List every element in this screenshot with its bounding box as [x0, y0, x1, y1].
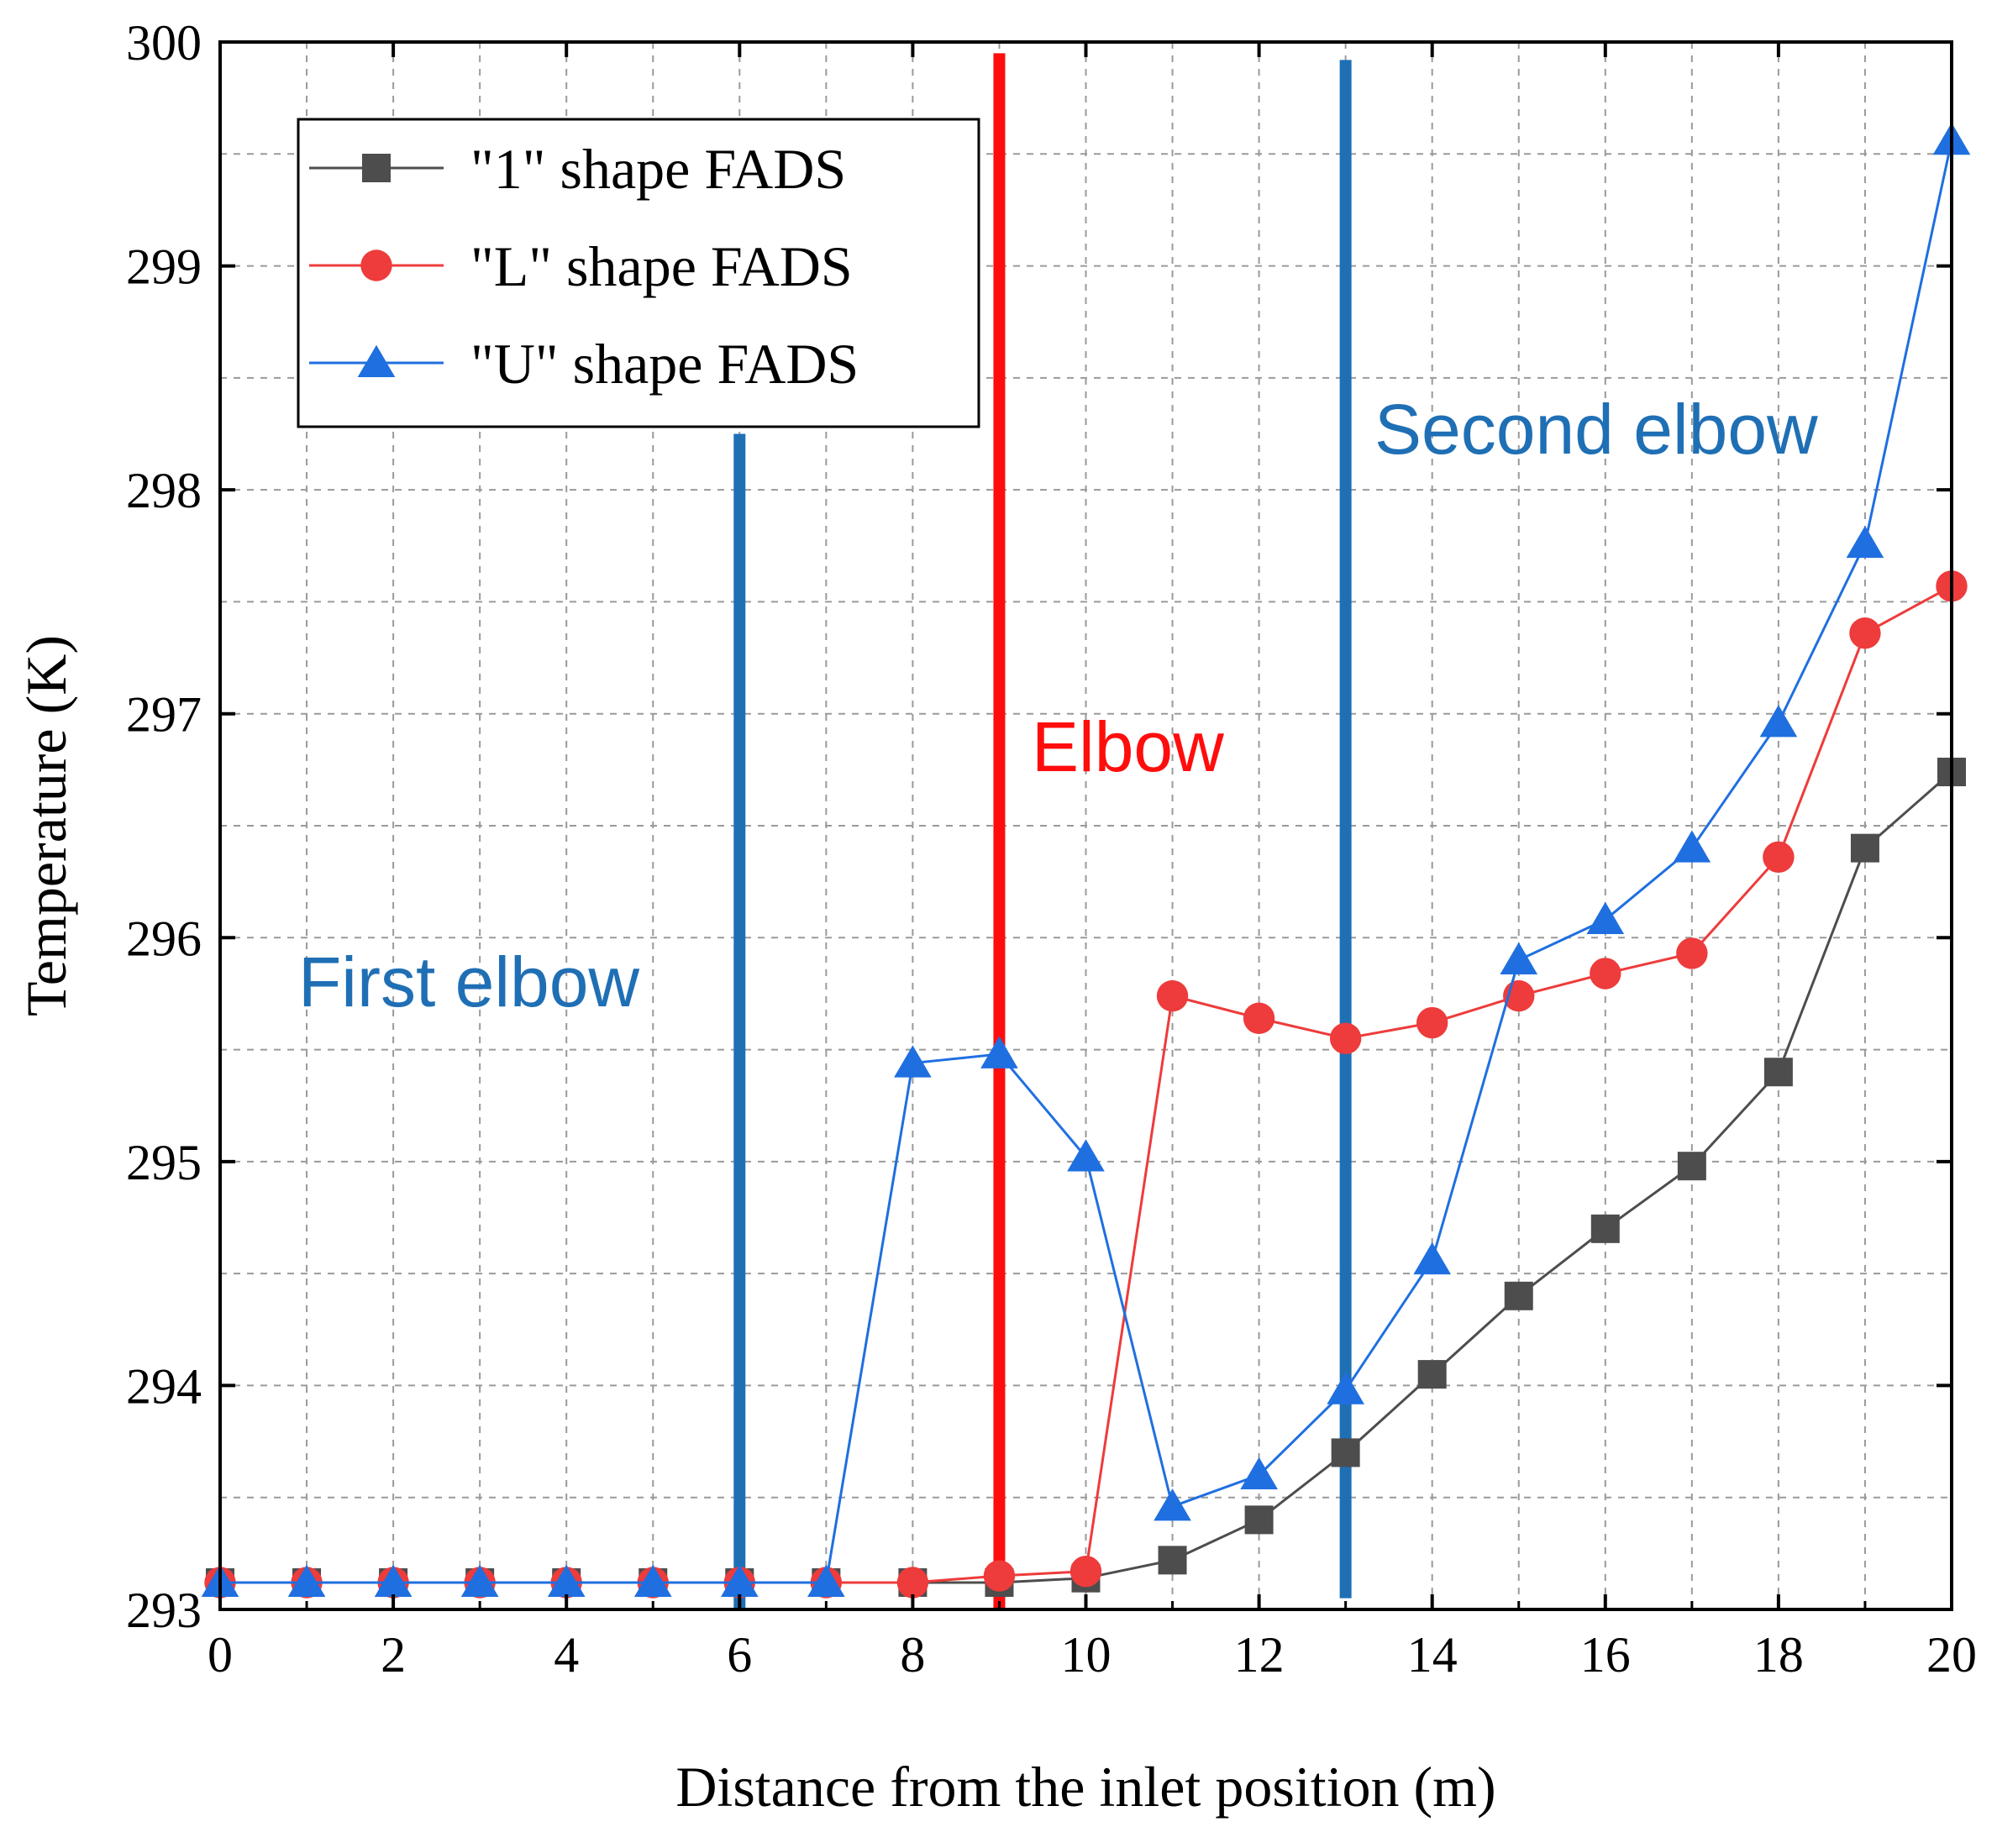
data-point [357, 344, 396, 377]
y-tick-label: 298 [126, 463, 202, 518]
data-point [1849, 617, 1881, 649]
y-tick-label: 295 [126, 1135, 202, 1190]
data-point [983, 1560, 1016, 1592]
y-axis-title: Temperature (K) [14, 635, 78, 1016]
x-tick-label: 16 [1580, 1627, 1631, 1683]
legend-box [297, 118, 980, 428]
data-point [1417, 1360, 1447, 1389]
x-tick-label: 2 [381, 1627, 406, 1683]
series-triangle [201, 123, 1971, 1598]
y-tick-label: 293 [126, 1583, 202, 1638]
reference-lines [733, 53, 1352, 1609]
legend-item: "L" shape FADS [309, 234, 853, 298]
data-point [1331, 1438, 1360, 1467]
data-point [1327, 1372, 1364, 1404]
data-point [1759, 705, 1798, 738]
x-tick-label: 20 [1926, 1627, 1977, 1683]
annotation-label: First elbow [298, 942, 639, 1021]
y-tick-label: 296 [126, 911, 202, 966]
axis-ticks: 0 2 4 6 8 10 12 14 16 18 20 293 294 295 296 297 298 299 30… [126, 15, 1977, 1683]
data-point [896, 1567, 929, 1599]
data-point [1329, 1022, 1362, 1054]
data-point [1504, 1281, 1533, 1310]
data-point [547, 1564, 586, 1598]
data-point [1590, 1214, 1620, 1243]
annotation-label: Elbow [1032, 707, 1224, 786]
x-tick-label: 0 [208, 1627, 233, 1683]
x-tick-label: 4 [554, 1627, 579, 1683]
y-tick-label: 300 [126, 15, 202, 71]
data-point [360, 249, 392, 281]
data-point [362, 154, 391, 182]
legend: "1" shape FADS "L" shape FADS "U" shape FA… [297, 118, 980, 428]
data-point [1850, 833, 1879, 863]
data-point [1413, 1242, 1452, 1275]
series-group [201, 123, 1971, 1599]
y-tick-label: 297 [126, 687, 202, 743]
y-tick-label: 294 [126, 1358, 202, 1414]
x-tick-label: 18 [1753, 1627, 1804, 1683]
data-point [1500, 942, 1538, 974]
legend-label: "1" shape FADS [470, 137, 846, 201]
x-tick-label: 8 [900, 1627, 925, 1683]
data-point [1069, 1555, 1102, 1588]
data-point [1763, 841, 1795, 874]
legend-label: "L" shape FADS [470, 234, 853, 298]
legend-item: "1" shape FADS [309, 137, 846, 201]
data-point [287, 1564, 326, 1598]
legend-item: "U" shape FADS [309, 332, 859, 396]
data-point [1240, 1457, 1278, 1490]
data-point [894, 1045, 932, 1078]
data-point [460, 1564, 499, 1598]
x-axis-title: Distance from the inlet position (m) [675, 1755, 1495, 1819]
data-point [1846, 525, 1884, 559]
data-point [1590, 958, 1621, 990]
data-point [807, 1564, 845, 1598]
data-point [1673, 830, 1711, 863]
data-point [633, 1564, 672, 1598]
data-point [1586, 901, 1625, 934]
data-point [1154, 1488, 1191, 1521]
data-point [1416, 1006, 1448, 1039]
x-tick-label: 12 [1234, 1627, 1285, 1683]
x-tick-label: 10 [1061, 1627, 1111, 1683]
data-point [1067, 1139, 1105, 1172]
annotations: First elbow Elbow Second elbow [298, 390, 1818, 1021]
data-point [980, 1036, 1018, 1068]
legend-label: "U" shape FADS [470, 332, 859, 396]
x-tick-label: 14 [1407, 1627, 1458, 1683]
data-point [374, 1564, 413, 1598]
data-point [1243, 1002, 1275, 1034]
annotation-label: Second elbow [1374, 390, 1818, 469]
data-point [1156, 979, 1189, 1012]
x-tick-label: 6 [727, 1627, 752, 1683]
data-point [1158, 1546, 1187, 1575]
data-point [720, 1564, 759, 1598]
data-point [1763, 1058, 1793, 1087]
data-point [1677, 1152, 1706, 1181]
y-tick-label: 299 [126, 239, 202, 295]
data-point [1676, 937, 1708, 969]
data-point [1244, 1505, 1274, 1535]
